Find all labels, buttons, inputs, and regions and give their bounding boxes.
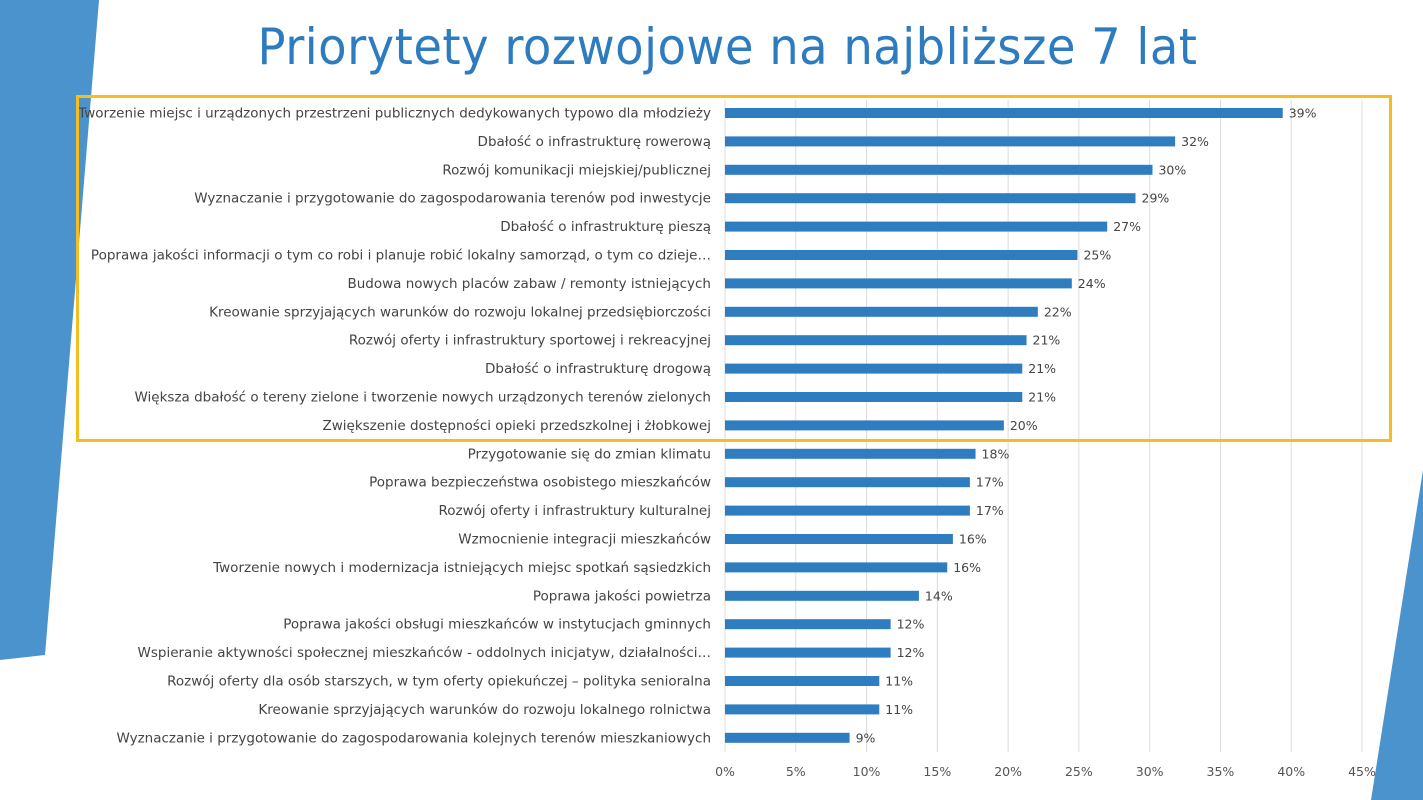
category-label: Kreowanie sprzyjających warunków do rozw… <box>209 304 711 320</box>
bar <box>725 363 1023 374</box>
bar <box>725 732 850 743</box>
category-label: Tworzenie miejsc i urządzonych przestrze… <box>77 106 711 122</box>
category-label: Rozwój oferty i infrastruktury kulturaln… <box>438 503 711 519</box>
category-label: Dbałość o infrastrukturę pieszą <box>500 219 711 235</box>
data-label: 9% <box>856 730 876 745</box>
data-label: 24% <box>1078 276 1106 291</box>
data-label: 32% <box>1181 134 1209 149</box>
bar <box>725 164 1153 175</box>
x-tick-label: 25% <box>1065 764 1093 779</box>
data-label: 21% <box>1033 333 1061 348</box>
category-label: Wspieranie aktywności społecznej mieszka… <box>138 645 712 661</box>
category-label: Rozwój oferty i infrastruktury sportowej… <box>349 333 711 349</box>
page-title: Priorytety rozwojowe na najbliższe 7 lat <box>257 18 1198 76</box>
data-label: 21% <box>1028 361 1056 376</box>
category-label: Poprawa jakości obsługi mieszkańców w in… <box>283 617 711 633</box>
category-label: Wzmocnienie integracji mieszkańców <box>458 532 711 548</box>
category-label: Przygotowanie się do zmian klimatu <box>468 446 711 462</box>
bar <box>725 590 919 601</box>
data-label: 12% <box>897 617 925 632</box>
category-label: Tworzenie nowych i modernizacja istnieją… <box>212 560 711 576</box>
bar <box>725 250 1078 260</box>
bar <box>725 221 1108 232</box>
x-tick-label: 5% <box>786 764 806 779</box>
category-label: Poprawa bezpieczeństwa osobistego mieszk… <box>369 475 711 491</box>
data-label: 16% <box>953 560 981 575</box>
x-tick-label: 10% <box>853 764 881 779</box>
x-tick-label: 0% <box>715 764 735 779</box>
bar <box>725 562 948 573</box>
category-label: Większa dbałość o tereny zielone i tworz… <box>135 390 712 406</box>
data-label: 17% <box>976 503 1004 518</box>
bar <box>725 647 891 658</box>
category-label: Rozwój oferty dla osób starszych, w tym … <box>167 674 711 690</box>
left-blue-shape <box>0 0 99 660</box>
x-tick-label: 40% <box>1277 764 1305 779</box>
bar <box>725 420 1004 431</box>
data-label: 18% <box>982 446 1010 461</box>
data-label: 27% <box>1113 219 1141 234</box>
x-tick-label: 20% <box>994 764 1022 779</box>
data-label: 16% <box>959 532 987 547</box>
data-label: 22% <box>1044 304 1072 319</box>
bar <box>725 676 880 686</box>
bar <box>725 335 1027 346</box>
data-label: 12% <box>897 645 925 660</box>
bar <box>725 477 970 488</box>
data-label: 39% <box>1289 106 1317 121</box>
data-label: 14% <box>925 588 953 603</box>
bar <box>725 534 953 544</box>
bar <box>725 193 1136 204</box>
bar <box>725 505 970 516</box>
data-label: 21% <box>1028 390 1056 405</box>
category-label: Wyznaczanie i przygotowanie do zagospoda… <box>194 191 711 207</box>
data-label: 30% <box>1158 162 1186 177</box>
bar <box>725 619 891 630</box>
data-label: 11% <box>885 674 913 689</box>
category-label: Poprawa jakości powietrza <box>533 588 711 604</box>
x-tick-label: 30% <box>1136 764 1164 779</box>
category-label: Poprawa jakości informacji o tym co robi… <box>91 248 711 264</box>
bar <box>725 136 1176 147</box>
category-label: Zwiększenie dostępności opieki przedszko… <box>322 418 711 434</box>
x-tick-label: 45% <box>1348 764 1376 779</box>
category-label: Kreowanie sprzyjających warunków do rozw… <box>258 702 711 718</box>
category-label: Wyznaczanie i przygotowanie do zagospoda… <box>116 730 711 746</box>
data-label: 17% <box>976 475 1004 490</box>
bar <box>725 306 1038 317</box>
bar <box>725 108 1283 118</box>
right-blue-shape <box>1371 470 1423 800</box>
x-tick-label: 15% <box>923 764 951 779</box>
highlight-box <box>76 95 1392 442</box>
bar <box>725 704 880 715</box>
category-label: Budowa nowych placów zabaw / remonty ist… <box>347 276 711 292</box>
data-label: 11% <box>885 702 913 717</box>
data-label: 25% <box>1083 248 1111 263</box>
bar <box>725 448 976 459</box>
category-label: Dbałość o infrastrukturę drogową <box>485 361 711 377</box>
data-label: 20% <box>1010 418 1038 433</box>
category-label: Rozwój komunikacji miejskiej/publicznej <box>442 162 711 178</box>
category-label: Dbałość o infrastrukturę rowerową <box>478 134 711 150</box>
bar <box>725 392 1023 402</box>
x-tick-label: 35% <box>1207 764 1235 779</box>
data-label: 29% <box>1142 191 1170 206</box>
bar <box>725 278 1072 289</box>
